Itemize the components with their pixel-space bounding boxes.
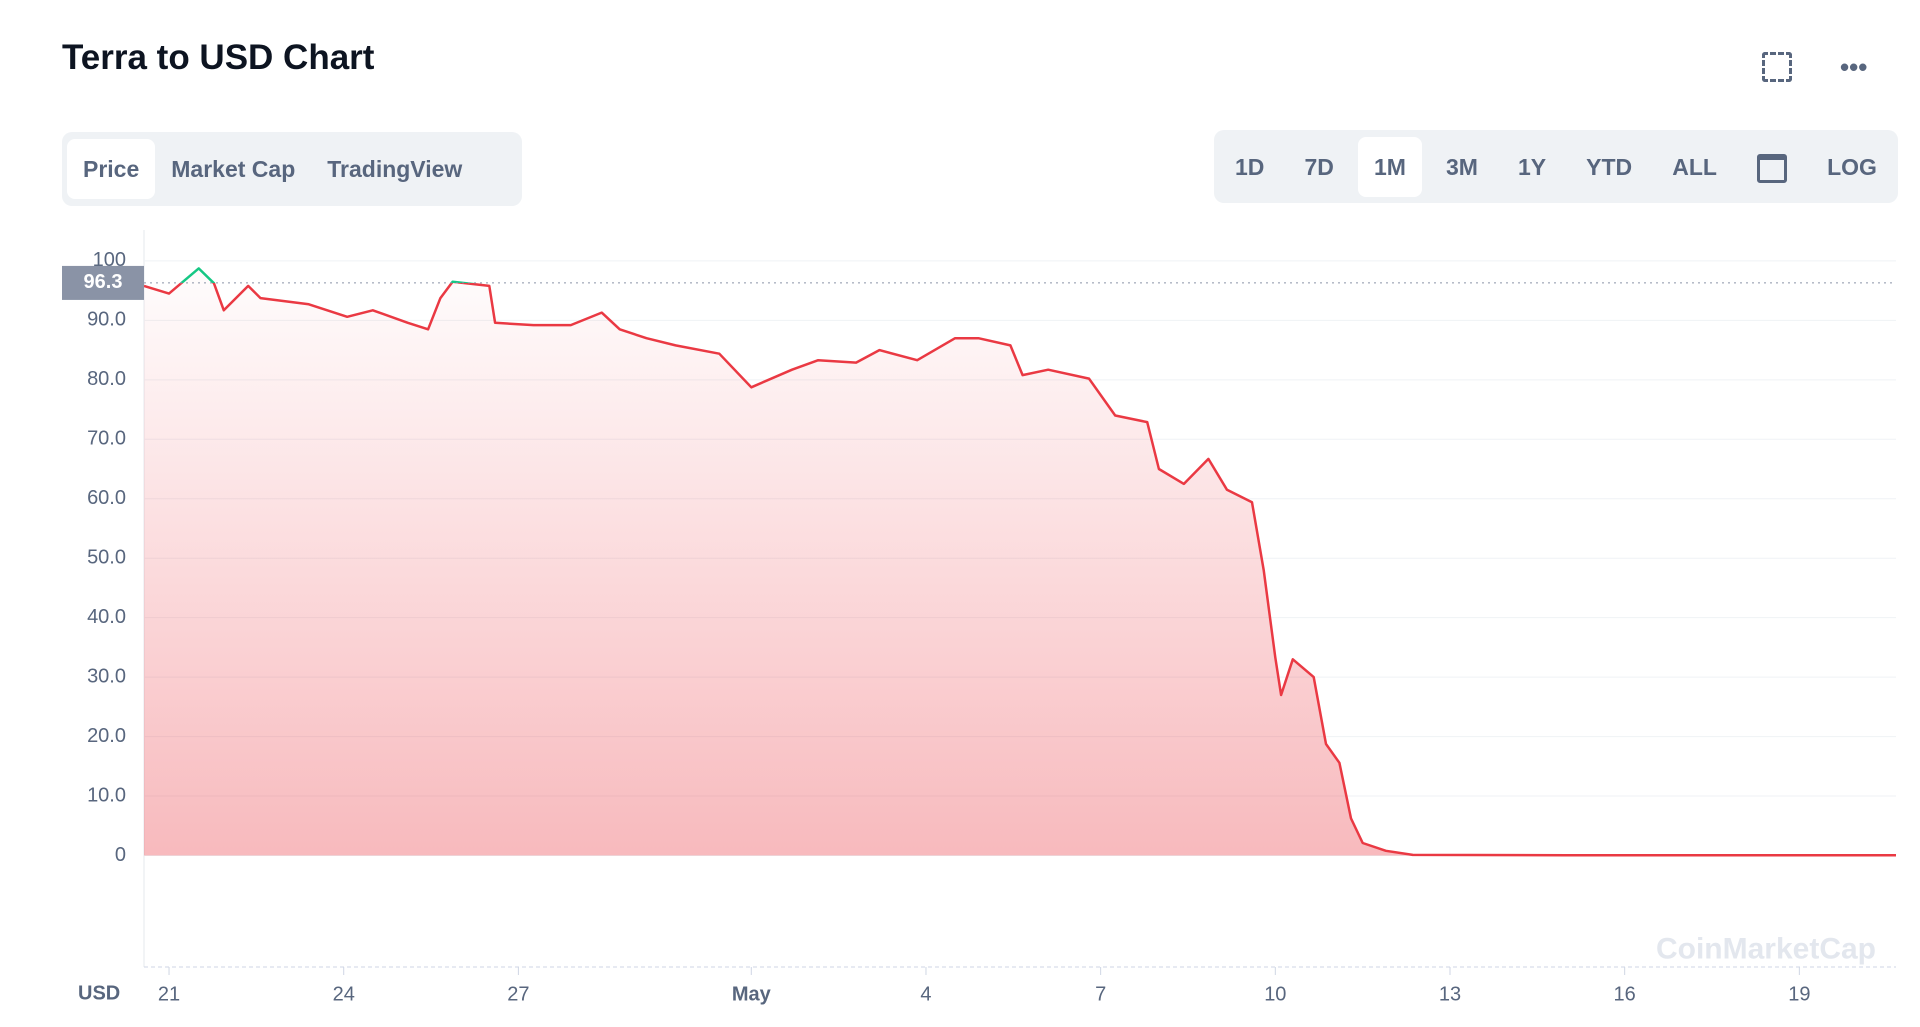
calendar-button[interactable]	[1741, 137, 1803, 197]
y-tick-label: 0	[115, 844, 126, 866]
price-line	[143, 267, 1896, 857]
tab-button[interactable]: Market Cap	[171, 156, 296, 182]
range-group: 1D 7D 1M 3M 1Y YTD ALL LOG	[1214, 130, 1898, 203]
range-button[interactable]: LOG	[1827, 153, 1877, 180]
current-price-badge	[62, 265, 144, 300]
x-tick-label: 16	[1614, 983, 1636, 1005]
x-tick-label: 24	[333, 983, 355, 1005]
more-button[interactable]: •••	[1840, 52, 1868, 82]
current-price-label: 96.3	[84, 271, 123, 293]
range-button[interactable]: 1M	[1357, 136, 1422, 197]
range-button[interactable]: 7D	[1304, 153, 1334, 180]
range-button[interactable]: YTD	[1586, 153, 1633, 180]
x-tick-label: 4	[920, 983, 931, 1005]
x-tick-label: 10	[1264, 983, 1286, 1005]
watermark: CoinMarketCap	[1656, 933, 1876, 966]
y-tick-label: 40.0	[87, 606, 126, 628]
y-tick-label: 30.0	[87, 665, 126, 687]
x-tick-label: 13	[1439, 983, 1461, 1005]
range-button[interactable]: 1Y	[1517, 153, 1547, 180]
price-area	[144, 268, 1896, 856]
y-tick-label: 80.0	[87, 368, 126, 390]
tab-button[interactable]: TradingView	[327, 156, 463, 182]
y-tick-label: 70.0	[87, 428, 126, 450]
chart-title: Terra to USD Chart	[62, 38, 375, 77]
range-button[interactable]: 1D	[1235, 153, 1265, 180]
x-tick-label: 21	[158, 983, 180, 1005]
x-tick-label: 7	[1095, 983, 1106, 1005]
axis-unit: USD	[78, 982, 120, 1004]
y-tick-label: 90.0	[87, 309, 126, 331]
fullscreen-button[interactable]	[1762, 52, 1792, 82]
y-tick-label: 10.0	[87, 784, 126, 806]
x-tick-label: 19	[1788, 983, 1810, 1005]
range-button[interactable]: ALL	[1672, 153, 1717, 180]
y-tick-label: 20.0	[87, 725, 126, 747]
tab-button[interactable]: Price	[67, 139, 156, 199]
y-tick-label: 50.0	[87, 546, 126, 568]
tab-group: Price Market Cap TradingView	[62, 132, 522, 206]
range-button[interactable]: 3M	[1445, 153, 1478, 180]
y-tick-label: 60.0	[87, 487, 126, 509]
x-tick-label: May	[732, 983, 772, 1005]
x-tick-label: 27	[507, 983, 529, 1005]
y-tick-label: 100	[93, 249, 126, 271]
